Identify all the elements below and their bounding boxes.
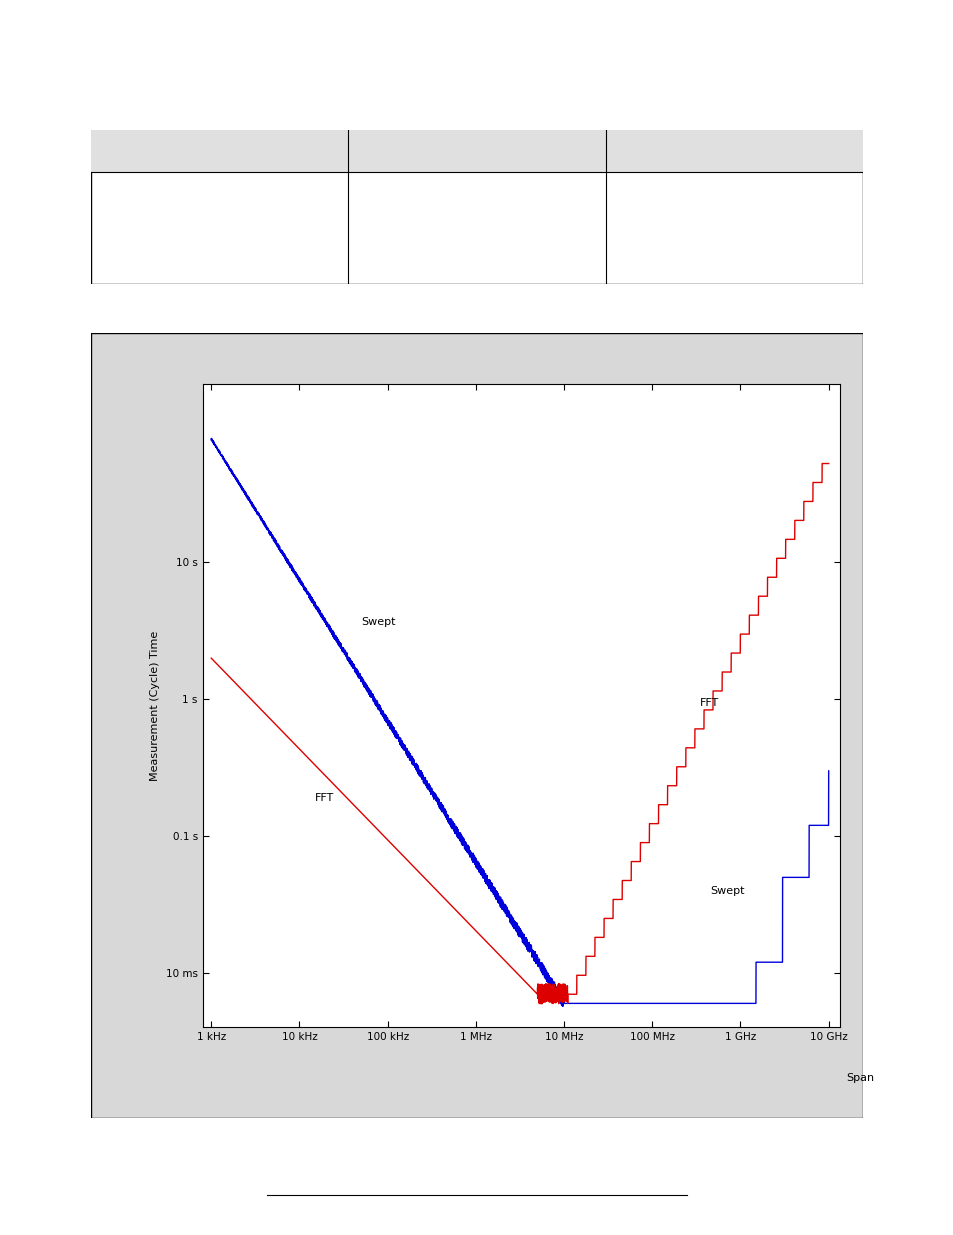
Text: Swept: Swept xyxy=(709,885,743,895)
Text: Span: Span xyxy=(845,1072,874,1083)
Text: FFT: FFT xyxy=(700,698,719,708)
Y-axis label: Measurement (Cycle) Time: Measurement (Cycle) Time xyxy=(151,631,160,781)
Bar xyxy=(91,130,862,172)
Text: Swept: Swept xyxy=(361,616,395,627)
Text: FFT: FFT xyxy=(314,793,334,803)
